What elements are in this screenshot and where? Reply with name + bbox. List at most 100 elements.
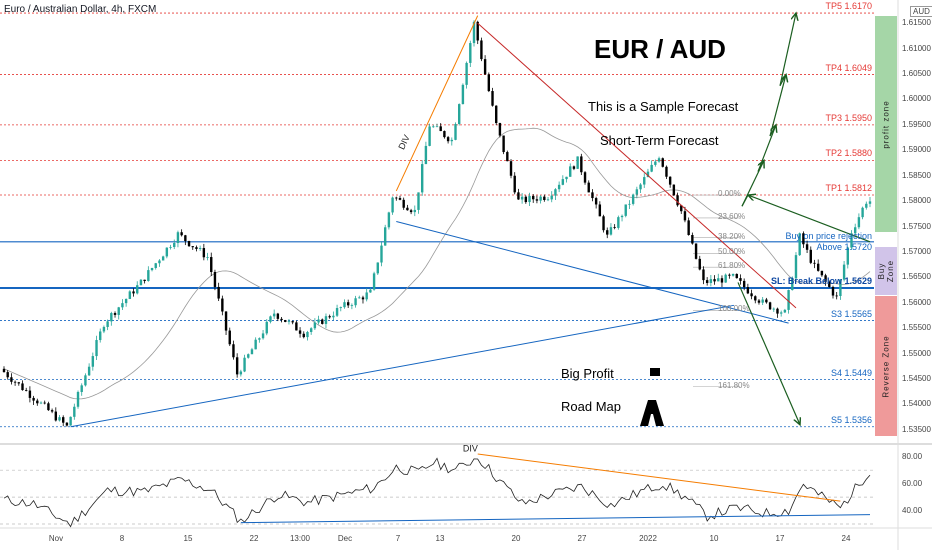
candle — [791, 278, 794, 291]
candle — [805, 244, 809, 250]
candle — [106, 321, 109, 327]
candle — [861, 207, 864, 218]
candle — [598, 204, 602, 217]
candle — [813, 262, 816, 264]
candle — [121, 303, 124, 308]
candle — [757, 300, 761, 303]
candle — [543, 196, 546, 201]
candle — [580, 156, 583, 173]
candle — [846, 247, 849, 265]
candle — [95, 340, 98, 357]
candle — [128, 291, 132, 299]
candle — [395, 197, 398, 199]
x-tick-label: 13 — [435, 534, 445, 543]
candle — [136, 285, 139, 294]
x-tick-label: 2022 — [639, 534, 657, 543]
rsi-tick-label: 60.00 — [902, 478, 923, 488]
candle — [213, 271, 217, 287]
candle — [687, 220, 690, 236]
divergence-line — [395, 15, 479, 192]
candle — [317, 319, 320, 323]
buy-zone: Buy Zone — [875, 247, 897, 295]
candle — [713, 279, 716, 282]
candle — [868, 201, 872, 204]
candle — [243, 357, 246, 372]
candle — [517, 192, 520, 200]
candle — [269, 316, 272, 322]
candle — [161, 256, 165, 261]
level-label: TP5 1.6170 — [825, 1, 872, 12]
candle — [383, 227, 387, 246]
candle — [631, 194, 635, 204]
candle — [280, 318, 283, 321]
candle — [265, 321, 268, 334]
candle — [680, 205, 683, 212]
candle — [250, 349, 254, 355]
candle — [483, 59, 487, 75]
candle — [2, 368, 6, 373]
candle — [487, 74, 491, 92]
candle — [176, 232, 180, 243]
candle — [406, 207, 409, 211]
candle — [235, 357, 239, 375]
y-tick-label: 1.57000 — [902, 246, 931, 256]
candle — [809, 249, 812, 263]
candle — [13, 381, 17, 383]
candle — [361, 297, 365, 300]
y-tick-label: 1.60000 — [902, 94, 931, 104]
y-tick-label: 1.58500 — [902, 170, 931, 180]
candle — [524, 196, 528, 203]
candle — [62, 417, 65, 423]
candle — [465, 62, 468, 85]
candle — [28, 390, 32, 398]
buy-level-label: Buy on price rejection — [785, 230, 872, 241]
candle — [413, 209, 416, 213]
candle — [746, 287, 750, 294]
candle — [469, 43, 472, 63]
y-tick-label: 1.59500 — [902, 119, 931, 129]
candle — [76, 391, 80, 407]
candle — [865, 203, 868, 208]
rsi-divergence-label: DIV — [463, 443, 478, 453]
candle — [139, 279, 143, 286]
candle — [372, 273, 376, 290]
level-label: TP2 1.5880 — [825, 148, 872, 159]
rsi-tick-label: 40.00 — [902, 505, 923, 515]
chart-title: EUR / AUD — [594, 34, 726, 64]
x-tick-label: 13:00 — [289, 534, 311, 543]
candle — [32, 397, 35, 401]
candle — [69, 416, 72, 426]
candle — [21, 383, 24, 391]
rsi-line — [3, 457, 871, 528]
profit-zone-label: profit zone — [881, 99, 891, 149]
candle — [287, 321, 291, 322]
candle — [728, 274, 731, 276]
support-trendline — [70, 304, 735, 428]
candle — [635, 189, 639, 195]
fib-label: 0.00% — [718, 189, 741, 199]
candle — [376, 262, 379, 274]
forecast-arrow — [769, 75, 786, 137]
y-tick-label: 1.55000 — [902, 348, 931, 358]
candle — [210, 257, 213, 272]
candle — [694, 243, 698, 259]
candle — [198, 248, 202, 249]
fib-label: 100.00% — [718, 304, 750, 314]
candle — [435, 126, 439, 128]
candle — [36, 400, 39, 404]
candle — [643, 177, 646, 185]
candle — [606, 230, 609, 235]
candle — [550, 195, 553, 200]
candle — [124, 298, 128, 304]
candle — [84, 375, 87, 386]
candle — [828, 281, 831, 287]
candle — [546, 199, 550, 201]
candle — [343, 302, 346, 308]
candle — [328, 316, 331, 318]
candle — [842, 264, 846, 280]
candle — [454, 123, 457, 140]
candle — [420, 164, 424, 193]
candle — [91, 356, 95, 367]
candle — [73, 406, 76, 417]
